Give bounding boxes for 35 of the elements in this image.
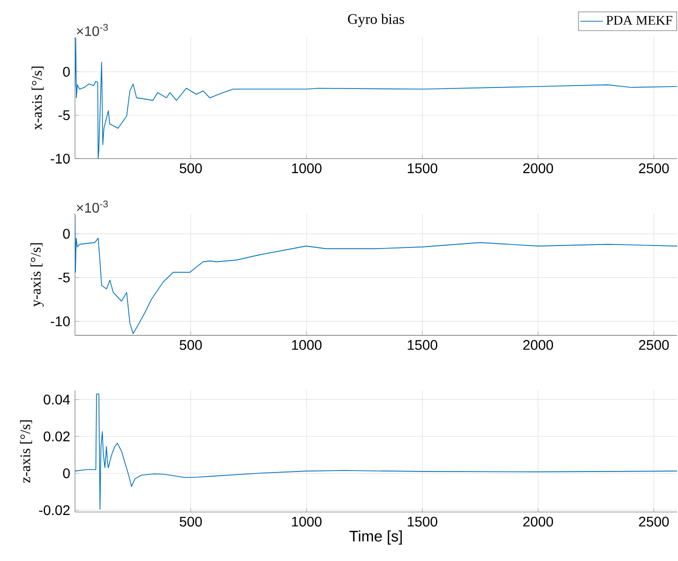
x-tick-label: 2000 [523,516,554,527]
y-tick-label: -5 [58,110,70,120]
x-tick-label: 1000 [292,163,322,174]
y-axis-title: z-axis [°/s] [20,420,32,483]
text: ×10$^{-3}$ [76,200,108,213]
y-axis-title: x-axis [°/s] [32,66,44,130]
y-tick-label: 0.04 [44,394,70,404]
y-tick-label: -10 [50,154,70,164]
x-tick-label: 1500 [408,516,438,527]
y-tick-label: -10 [50,316,70,326]
y-tick-label: -0.02 [39,505,70,516]
x-tick-label: 2500 [639,516,669,527]
y-tick-label: 0.02 [44,431,70,442]
x-tick-label: 2500 [639,163,669,174]
x-tick-label: 500 [180,340,202,350]
y-tick-label: -5 [58,272,70,282]
line-series [75,214,678,334]
x-tick-label: 2000 [523,340,554,350]
x-axis-title: Time [s] [349,530,402,545]
x-tick-label: 1500 [408,163,438,174]
x-tick-label: 2500 [639,340,669,350]
x-tick-label: 500 [180,516,202,527]
chart-title: Gyro bias [348,14,404,27]
y-tick-label: 0 [63,66,70,77]
line-series [75,394,678,510]
y-tick-label: 0 [63,228,70,239]
text: ×10$^{-3}$ [76,24,108,36]
x-tick-label: 1000 [292,516,322,527]
y-axis-title: y-axis [°/s] [30,243,44,307]
x-tick-label: 500 [180,163,202,174]
x-tick-label: 1500 [408,340,438,350]
y-tick-label: 0 [63,468,70,478]
x-tick-label: 2000 [523,163,554,174]
legend-label: PDA MEKF [606,16,672,25]
x-tick-label: 1000 [292,340,322,350]
